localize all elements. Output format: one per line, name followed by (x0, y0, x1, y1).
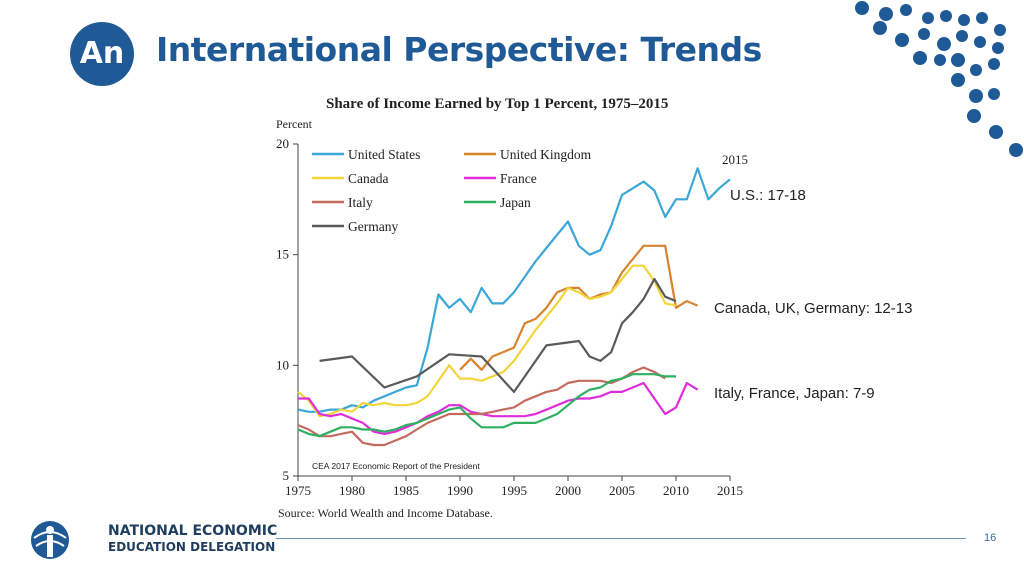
legend-label-france: France (500, 171, 537, 186)
footer-rule (276, 538, 966, 539)
y-tick-label: 15 (276, 247, 289, 262)
x-tick-label: 1990 (447, 483, 473, 498)
x-tick-label: 1980 (339, 483, 365, 498)
legend-label-canada: Canada (348, 171, 388, 186)
x-tick-label: 1985 (393, 483, 419, 498)
legend-label-italy: Italy (348, 195, 373, 210)
y-axis-label: Percent (276, 117, 313, 131)
legend-label-germany: Germany (348, 219, 398, 234)
series-line-germany (319, 277, 677, 393)
x-tick-label: 2010 (663, 483, 689, 498)
legend-label-united-states: United States (348, 147, 420, 162)
legend-label-united-kingdom: United Kingdom (500, 147, 592, 162)
callout-canada-uk-germany: Canada, UK, Germany: 12-13 (714, 300, 913, 317)
person-globe-icon (31, 521, 69, 559)
series-line-japan (297, 373, 676, 438)
y-tick-label: 10 (276, 357, 289, 372)
decorative-dot-pattern (855, 1, 1023, 157)
logo-line-1: NATIONAL ECONOMIC (108, 523, 278, 539)
legend-label-japan: Japan (500, 195, 531, 210)
end-year-label: 2015 (722, 152, 748, 167)
y-tick-label: 20 (276, 136, 289, 151)
series-line-united-kingdom (459, 244, 699, 371)
x-tick-label: 1995 (501, 483, 527, 498)
x-tick-label: 2005 (609, 483, 635, 498)
x-tick-label: 2000 (555, 483, 581, 498)
nee-logo[interactable]: NATIONAL ECONOMIC EDUCATION DELEGATION (28, 518, 277, 566)
callout-italy-france-japan: Italy, France, Japan: 7-9 (714, 385, 875, 402)
slide-title: International Perspective: Trends (156, 30, 762, 69)
logo-line-2: EDUCATION DELEGATION (108, 540, 276, 554)
section-badge: An (70, 22, 134, 86)
x-tick-label: 2015 (717, 483, 743, 498)
series-line-italy (297, 366, 666, 447)
source-note: Source: World Wealth and Income Database… (278, 506, 493, 520)
series-line-united-states (297, 167, 731, 413)
series-line-canada (297, 264, 677, 418)
income-share-chart: Share of Income Earned by Top 1 Percent,… (276, 96, 748, 520)
series-line-france (298, 381, 699, 435)
y-tick-label: 5 (283, 468, 290, 483)
callout-us: U.S.: 17-18 (730, 187, 806, 204)
inner-source-note: CEA 2017 Economic Report of the Presiden… (312, 461, 480, 471)
page-number: 16 (984, 532, 997, 544)
x-tick-label: 1975 (285, 483, 311, 498)
chart-title: Share of Income Earned by Top 1 Percent,… (326, 96, 668, 112)
